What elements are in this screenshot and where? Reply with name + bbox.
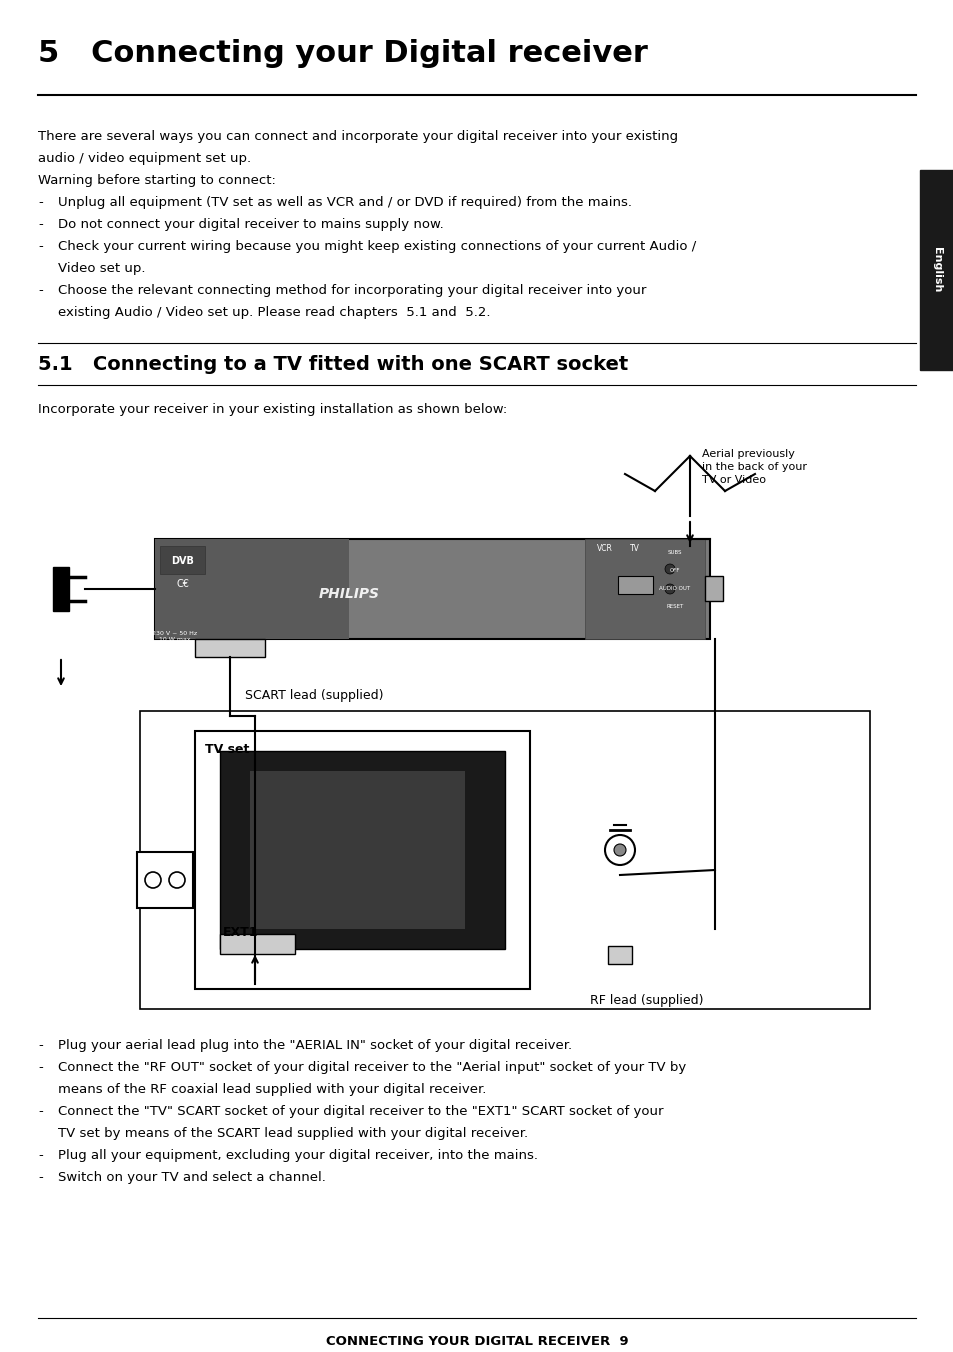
Text: TV set: TV set (205, 744, 249, 756)
Text: -: - (38, 1105, 43, 1118)
Text: AUDIO OUT: AUDIO OUT (659, 585, 690, 591)
Text: Connect the "TV" SCART socket of your digital receiver to the "EXT1" SCART socke: Connect the "TV" SCART socket of your di… (58, 1105, 662, 1118)
Text: Video set up.: Video set up. (58, 262, 146, 274)
Text: -: - (38, 284, 43, 297)
Bar (250, 771, 464, 929)
Text: C€: C€ (176, 579, 190, 589)
Text: CONNECTING YOUR DIGITAL RECEIVER  9: CONNECTING YOUR DIGITAL RECEIVER 9 (325, 1334, 628, 1348)
Text: -: - (38, 196, 43, 210)
Text: -: - (38, 1171, 43, 1184)
Text: OFF: OFF (669, 568, 679, 573)
Text: DVB: DVB (172, 556, 194, 566)
Text: in the back of your: in the back of your (701, 462, 806, 472)
Text: -: - (38, 1038, 43, 1052)
Text: Switch on your TV and select a channel.: Switch on your TV and select a channel. (58, 1171, 326, 1184)
Text: Aerial previously: Aerial previously (701, 449, 794, 458)
Text: SCART lead (supplied): SCART lead (supplied) (245, 690, 383, 702)
Text: Incorporate your receiver in your existing installation as shown below:: Incorporate your receiver in your existi… (38, 403, 507, 416)
Bar (194, 731, 530, 990)
Text: English: English (931, 247, 941, 292)
Bar (140, 711, 869, 1009)
Bar (53, 566, 69, 611)
Bar (607, 946, 631, 964)
Text: RF lead (supplied): RF lead (supplied) (589, 994, 702, 1007)
Text: Choose the relevant connecting method for incorporating your digital receiver in: Choose the relevant connecting method fo… (58, 284, 646, 297)
Bar (160, 546, 205, 575)
Bar (618, 576, 652, 594)
Text: Do not connect your digital receiver to mains supply now.: Do not connect your digital receiver to … (58, 218, 443, 231)
Text: EXT1: EXT1 (223, 926, 258, 940)
Text: existing Audio / Video set up. Please read chapters  5.1 and  5.2.: existing Audio / Video set up. Please re… (58, 306, 490, 319)
Text: TV: TV (629, 544, 639, 553)
Text: RESET: RESET (666, 604, 683, 608)
Circle shape (145, 872, 161, 888)
Circle shape (664, 564, 675, 575)
Bar (194, 639, 265, 657)
Text: SUBS: SUBS (667, 550, 681, 556)
Text: Plug all your equipment, excluding your digital receiver, into the mains.: Plug all your equipment, excluding your … (58, 1149, 537, 1161)
Text: There are several ways you can connect and incorporate your digital receiver int: There are several ways you can connect a… (38, 130, 678, 143)
Circle shape (169, 872, 185, 888)
Text: PHILIPS: PHILIPS (318, 587, 379, 602)
Text: Plug your aerial lead plug into the "AERIAL IN" socket of your digital receiver.: Plug your aerial lead plug into the "AER… (58, 1038, 572, 1052)
Circle shape (604, 836, 635, 865)
Bar (137, 852, 193, 909)
Text: Unplug all equipment (TV set as well as VCR and / or DVD if required) from the m: Unplug all equipment (TV set as well as … (58, 196, 631, 210)
Text: Check your current wiring because you might keep existing connections of your cu: Check your current wiring because you mi… (58, 241, 696, 253)
Bar (704, 576, 722, 602)
Text: Connect the "RF OUT" socket of your digital receiver to the "Aerial input" socke: Connect the "RF OUT" socket of your digi… (58, 1061, 685, 1073)
Text: 5.1   Connecting to a TV fitted with one SCART socket: 5.1 Connecting to a TV fitted with one S… (38, 356, 628, 375)
Text: 230 V ~ 50 Hz
10 W max: 230 V ~ 50 Hz 10 W max (152, 631, 197, 642)
Bar (154, 539, 349, 639)
Circle shape (614, 844, 625, 856)
Text: means of the RF coaxial lead supplied with your digital receiver.: means of the RF coaxial lead supplied wi… (58, 1083, 486, 1096)
Text: -: - (38, 241, 43, 253)
Text: -: - (38, 1149, 43, 1161)
Text: TV set by means of the SCART lead supplied with your digital receiver.: TV set by means of the SCART lead suppli… (58, 1128, 528, 1140)
Bar (919, 170, 953, 370)
Circle shape (664, 584, 675, 594)
Text: -: - (38, 1061, 43, 1073)
Bar (584, 539, 704, 639)
Text: VCR: VCR (597, 544, 612, 553)
Text: audio / video equipment set up.: audio / video equipment set up. (38, 151, 251, 165)
Bar (220, 750, 504, 949)
Text: 5   Connecting your Digital receiver: 5 Connecting your Digital receiver (38, 39, 647, 68)
Text: TV or Video: TV or Video (701, 475, 765, 485)
Text: Warning before starting to connect:: Warning before starting to connect: (38, 174, 275, 187)
Bar (154, 539, 709, 639)
Bar (220, 934, 294, 955)
Text: -: - (38, 218, 43, 231)
